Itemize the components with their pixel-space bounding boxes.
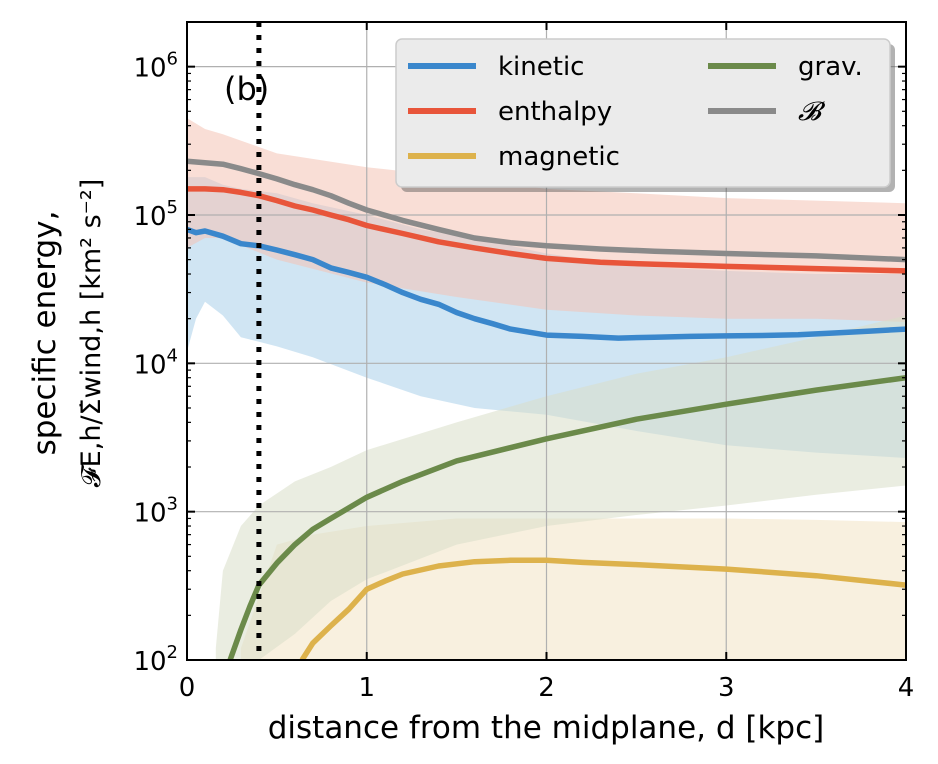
legend-label-kinetic: kinetic: [498, 52, 584, 82]
series-line-enthalpy: [187, 186, 906, 274]
legend-box: [395, 38, 891, 188]
y-tick-label: 104: [133, 345, 178, 380]
panel-label: (b): [224, 70, 269, 108]
x-axis-ticks: 0 1 2 3 4: [179, 22, 915, 703]
x-tick-label: 2: [538, 673, 555, 703]
y-tick-label: 103: [133, 494, 178, 529]
legend-label-grav: grav.: [798, 52, 863, 82]
series-line-magnetic: [299, 557, 906, 660]
y-axis-ticks: 102 103 104 105 106: [133, 21, 906, 677]
x-axis-label: distance from the midplane, d [kpc]: [268, 710, 825, 746]
y-axis-label-line2: 𝓕E,h/Σ̇wind,h [km² s⁻²]: [76, 179, 107, 488]
x-tick-label: 3: [718, 673, 735, 703]
x-tick-label: 0: [179, 673, 196, 703]
legend-label-enthalpy: enthalpy: [498, 97, 612, 127]
x-tick-label: 4: [898, 673, 915, 703]
legend-label-magnetic: magnetic: [498, 142, 620, 172]
y-tick-label: 106: [133, 49, 178, 84]
series-line-grav: [227, 374, 906, 660]
y-axis-label-line1: specific energy,: [27, 211, 63, 456]
x-tick-label: 1: [358, 673, 375, 703]
series-line-: [187, 158, 906, 263]
y-tick-label: 102: [133, 642, 178, 677]
y-tick-label: 105: [133, 197, 178, 232]
